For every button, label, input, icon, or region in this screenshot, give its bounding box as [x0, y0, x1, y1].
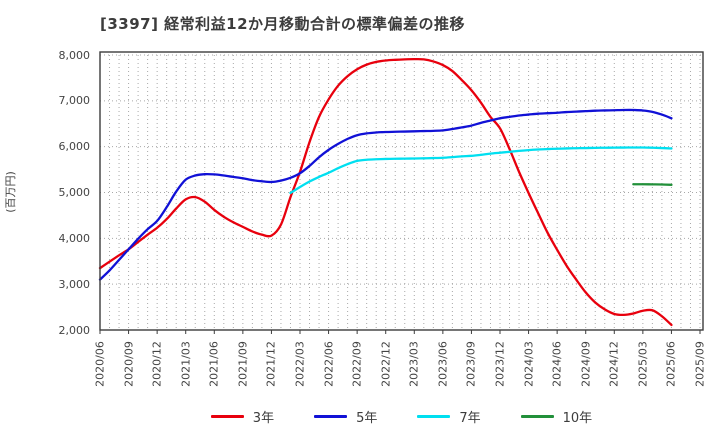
legend-item-7年: 7年 [417, 407, 481, 426]
legend-label: 10年 [562, 410, 593, 426]
x-tick-label: 2021/12 [264, 341, 278, 387]
legend-item-3年: 3年 [210, 407, 275, 426]
x-tick-label: 2022/03 [293, 341, 307, 387]
x-tick-label: 2024/12 [607, 341, 621, 387]
y-tick-label: 3,000 [58, 277, 91, 291]
x-tick-label: 2021/03 [179, 341, 193, 387]
x-tick-label: 2025/06 [664, 341, 678, 387]
plot-border [99, 51, 704, 331]
y-tick-label: 2,000 [58, 323, 91, 337]
x-tick-label: 2025/09 [693, 341, 707, 387]
legend-item-5年: 5年 [314, 407, 377, 426]
legend-swatch-icon [314, 414, 348, 418]
chart-title: [3397] 経常利益12か月移動合計の標準偏差の推移 [100, 15, 466, 33]
legend-swatch-icon [520, 414, 554, 418]
x-tick-label: 2025/03 [636, 341, 650, 387]
legend-label: 5年 [356, 410, 378, 426]
x-tick-label: 2022/12 [379, 341, 393, 387]
legend-swatch-icon [210, 414, 244, 418]
series-line-7年 [289, 146, 673, 195]
x-tick-label: 2024/09 [579, 341, 593, 387]
legend-label: 3年 [252, 410, 275, 426]
y-tick-label: 7,000 [58, 94, 91, 108]
y-tick-label: 8,000 [58, 48, 91, 62]
chart-legend: 3年 5年 7年 10年 [100, 403, 703, 429]
y-tick-label: 4,000 [58, 231, 91, 245]
legend-item-10年: 10年 [520, 407, 593, 426]
series-line-5年 [98, 108, 673, 281]
series-line-3年 [98, 57, 673, 327]
x-tick-label: 2022/06 [322, 341, 336, 387]
legend-swatch-icon [417, 414, 451, 418]
x-tick-label: 2023/12 [493, 341, 507, 387]
x-tick-label: 2021/06 [207, 341, 221, 387]
x-tick-label: 2020/09 [122, 341, 136, 387]
y-tick-label: 6,000 [58, 140, 91, 154]
x-tick-label: 2023/09 [464, 341, 478, 387]
x-tick-label: 2020/12 [150, 341, 164, 387]
x-tick-label: 2022/09 [350, 341, 364, 387]
legend-label: 7年 [459, 410, 481, 426]
x-tick-label: 2024/03 [522, 341, 536, 387]
x-tick-label: 2023/06 [436, 341, 450, 387]
series-line-10年 [632, 183, 673, 186]
x-tick-label: 2023/03 [407, 341, 421, 387]
y-tick-label: 5,000 [58, 186, 91, 199]
x-tick-label: 2024/06 [550, 341, 564, 387]
x-tick-label: 2021/09 [236, 341, 250, 387]
x-tick-label: 2020/06 [93, 341, 107, 387]
